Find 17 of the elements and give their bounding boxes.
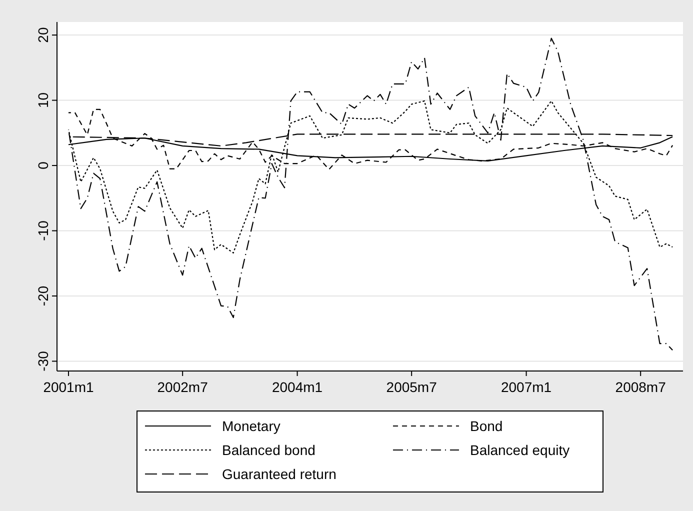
x-tick-label: 2001m1 xyxy=(43,379,94,395)
x-tick-label: 2005m7 xyxy=(386,379,438,395)
y-tick-label: -30 xyxy=(35,350,51,372)
legend-label: Guaranteed return xyxy=(222,466,336,482)
y-tick-label: -10 xyxy=(35,220,51,241)
x-tick-label: 2007m1 xyxy=(500,379,552,395)
legend-label: Bond xyxy=(470,418,503,434)
x-tick-label: 2008m7 xyxy=(615,379,666,395)
y-tick-label: -20 xyxy=(35,286,51,306)
y-tick-label: 0 xyxy=(35,161,51,170)
x-tick-label: 2004m1 xyxy=(272,379,323,395)
y-tick-label: 10 xyxy=(35,92,51,108)
legend-label: Balanced bond xyxy=(222,442,316,458)
y-tick-label: 20 xyxy=(35,27,51,43)
legend-label: Balanced equity xyxy=(470,442,570,458)
legend-label: Monetary xyxy=(222,418,280,434)
x-tick-label: 2002m7 xyxy=(157,379,208,395)
